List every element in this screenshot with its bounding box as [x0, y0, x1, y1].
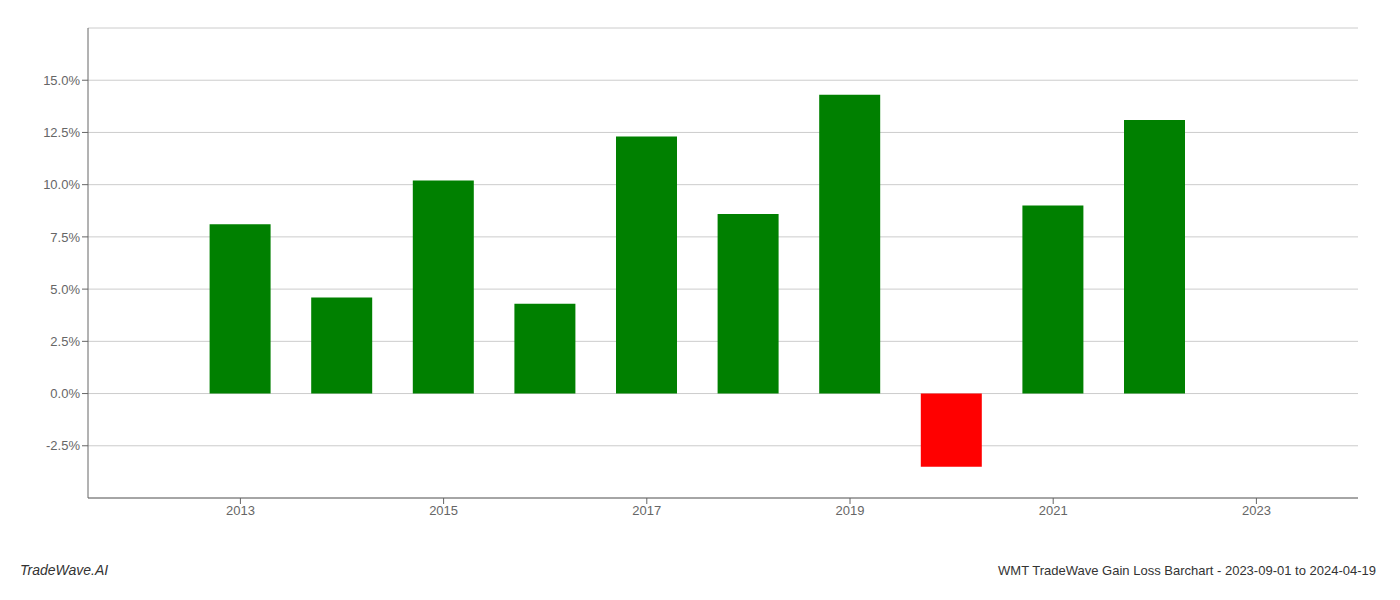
- svg-text:5.0%: 5.0%: [50, 282, 80, 297]
- html-text:WMT TradeWave Gain Loss Barcha: WMT TradeWave Gain Loss Barchart - 2023-…: [998, 563, 1376, 578]
- svg-text:2013: 2013: [226, 503, 255, 518]
- svg-text:-2.5%: -2.5%: [46, 438, 80, 453]
- svg-text:2021: 2021: [1039, 503, 1068, 518]
- svg-text:2017: 2017: [632, 503, 661, 518]
- svg-text:7.5%: 7.5%: [50, 230, 80, 245]
- svg-text:2.5%: 2.5%: [50, 334, 80, 349]
- svg-text:2023: 2023: [1242, 503, 1271, 518]
- svg-text:10.0%: 10.0%: [43, 177, 80, 192]
- svg-text:15.0%: 15.0%: [43, 73, 80, 88]
- html-text:TradeWave.AI: TradeWave.AI: [20, 562, 109, 578]
- svg-text:12.5%: 12.5%: [43, 125, 80, 140]
- svg-text:0.0%: 0.0%: [50, 386, 80, 401]
- svg-text:2015: 2015: [429, 503, 458, 518]
- svg-text:2019: 2019: [836, 503, 865, 518]
